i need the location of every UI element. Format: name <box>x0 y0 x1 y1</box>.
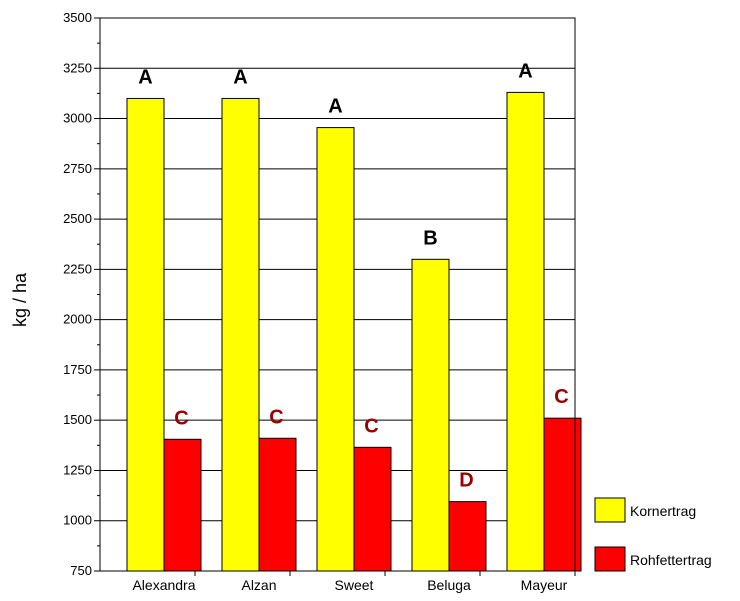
significance-label: A <box>328 96 342 118</box>
significance-label: B <box>423 227 437 249</box>
bar-rohfettertrag-alzan <box>258 437 297 572</box>
plot-frame <box>99 17 576 572</box>
legend-label-rohfettertrag: Rohfettertrag <box>630 552 712 568</box>
bar-kornertrag-alexandra <box>126 97 165 572</box>
significance-label: A <box>233 66 247 88</box>
bar-kornertrag-mayeur <box>506 91 545 572</box>
y-tick-label: 3000 <box>63 111 92 126</box>
significance-label: C <box>269 406 283 428</box>
y-tick-label: 1250 <box>63 462 92 477</box>
x-category-label: Beluga <box>427 577 471 593</box>
bar-kornertrag-sweet <box>316 127 355 572</box>
y-tick-label: 2250 <box>63 261 92 276</box>
significance-label: D <box>459 470 473 492</box>
legend-swatch-rohfettertrag <box>594 546 626 572</box>
y-tick-label: 2500 <box>63 211 92 226</box>
significance-label: A <box>138 66 152 88</box>
bar-rohfettertrag-sweet <box>353 446 392 572</box>
y-tick-label: 2750 <box>63 161 92 176</box>
significance-label: C <box>364 415 378 437</box>
legend-swatch-kornertrag <box>594 497 626 523</box>
y-tick-label: 1000 <box>63 513 92 528</box>
x-category-label: Mayeur <box>521 577 568 593</box>
significance-label: A <box>518 60 532 82</box>
x-category-label: Alzan <box>241 577 276 593</box>
bar-rohfettertrag-beluga <box>448 501 487 572</box>
significance-label: C <box>554 386 568 408</box>
bar-kornertrag-beluga <box>411 258 450 572</box>
bar-kornertrag-alzan <box>221 97 260 572</box>
y-tick-label: 1500 <box>63 412 92 427</box>
significance-label: C <box>174 407 188 429</box>
x-category-label: Alexandra <box>132 577 195 593</box>
y-tick-label: 1750 <box>63 362 92 377</box>
y-tick-label: 3250 <box>63 60 92 75</box>
x-category-label: Sweet <box>335 577 374 593</box>
legend-label-kornertrag: Kornertrag <box>630 503 696 519</box>
y-tick-label: 2000 <box>63 312 92 327</box>
y-axis-label: kg / ha <box>10 272 30 327</box>
y-tick-label: 750 <box>70 563 92 578</box>
bar-rohfettertrag-alexandra <box>163 438 202 572</box>
y-tick-label: 3500 <box>63 10 92 25</box>
